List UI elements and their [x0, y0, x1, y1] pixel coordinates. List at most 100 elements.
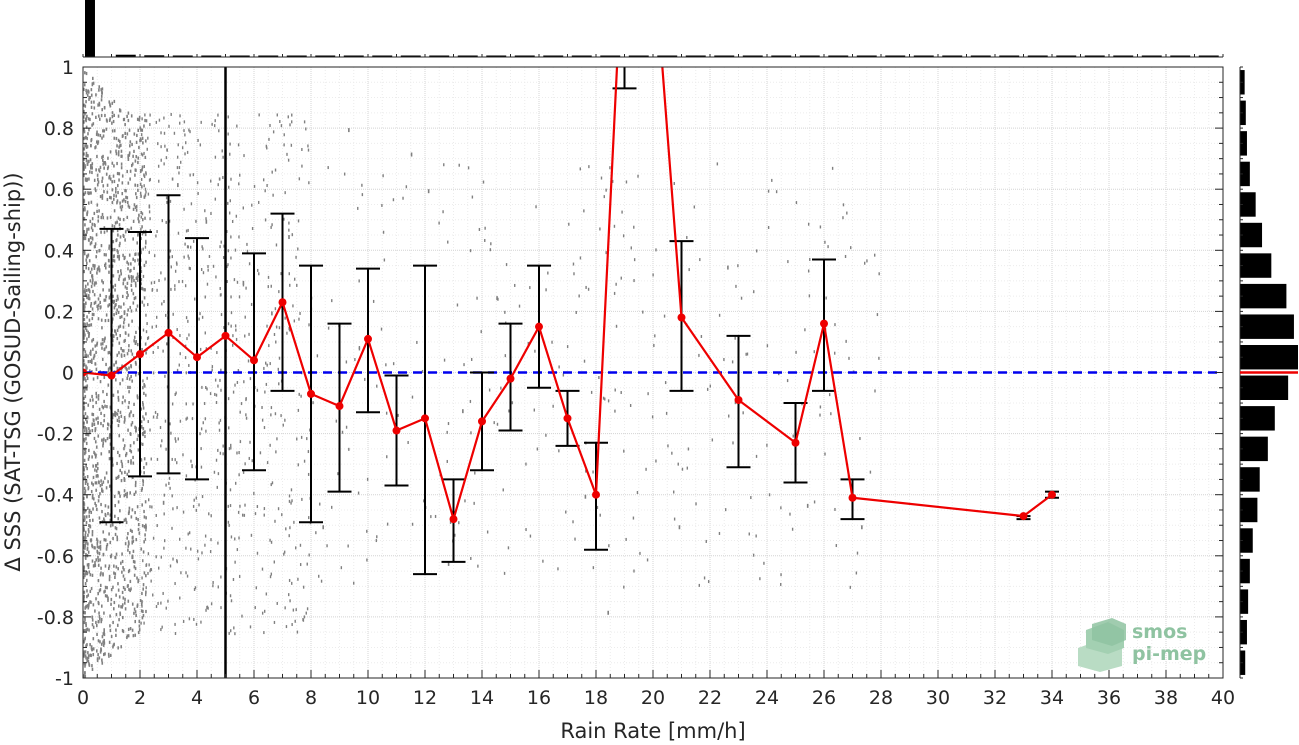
scatter-point: [145, 564, 147, 568]
scatter-point: [112, 645, 114, 649]
scatter-point: [113, 99, 116, 104]
scatter-point: [140, 237, 142, 241]
scatter-point: [230, 311, 233, 315]
scatter-point: [95, 400, 97, 405]
scatter-point: [288, 578, 291, 582]
scatter-point: [101, 326, 103, 330]
scatter-point: [135, 426, 137, 430]
scatter-point: [632, 516, 635, 520]
scatter-point: [84, 293, 87, 297]
scatter-point: [687, 447, 690, 451]
scatter-point: [253, 491, 255, 495]
scatter-point: [86, 295, 88, 300]
scatter-point: [102, 444, 104, 448]
scatter-point: [382, 230, 385, 234]
scatter-point: [119, 509, 121, 513]
scatter-point: [141, 591, 143, 596]
scatter-point: [132, 219, 135, 223]
scatter-point: [116, 294, 119, 298]
scatter-point: [174, 284, 176, 288]
scatter-point: [484, 238, 486, 242]
scatter-point: [94, 468, 96, 472]
scatter-point: [116, 412, 119, 416]
scatter-point: [755, 454, 758, 458]
scatter-point: [140, 227, 142, 231]
scatter-point: [95, 464, 97, 468]
scatter-point: [122, 233, 125, 238]
scatter-point: [119, 201, 121, 205]
scatter-point: [112, 285, 114, 289]
scatter-point: [85, 145, 88, 149]
scatter-point: [121, 192, 124, 196]
scatter-point: [488, 388, 491, 392]
scatter-point: [98, 545, 100, 550]
scatter-point: [93, 422, 96, 426]
scatter-point: [97, 499, 100, 503]
scatter-point: [663, 314, 666, 318]
scatter-point: [126, 200, 129, 205]
scatter-point: [804, 328, 806, 332]
scatter-point: [126, 169, 129, 174]
scatter-point: [89, 349, 92, 353]
scatter-point: [171, 457, 173, 461]
scatter-point: [705, 539, 707, 543]
scatter-point: [83, 336, 85, 340]
scatter-point: [137, 630, 140, 635]
scatter-point: [186, 337, 188, 341]
scatter-point: [90, 100, 93, 104]
scatter-point: [256, 505, 259, 509]
scatter-point: [222, 452, 224, 456]
scatter-point: [230, 629, 232, 633]
scatter-point: [850, 246, 852, 250]
scatter-point: [214, 378, 217, 382]
scatter-point: [585, 469, 587, 473]
scatter-point: [272, 193, 274, 197]
scatter-point: [96, 541, 99, 545]
scatter-point: [83, 333, 85, 337]
scatter-point: [300, 394, 302, 398]
scatter-point: [128, 390, 130, 394]
scatter-point: [306, 562, 308, 566]
scatter-point: [165, 606, 167, 610]
scatter-point: [709, 384, 711, 388]
scatter-point: [88, 310, 90, 314]
scatter-point: [116, 535, 119, 539]
scatter-point: [91, 573, 94, 577]
scatter-point: [106, 405, 108, 409]
scatter-point: [138, 213, 140, 217]
scatter-point: [87, 457, 90, 461]
scatter-point: [86, 416, 89, 420]
scatter-point: [178, 166, 181, 170]
scatter-point: [215, 275, 217, 279]
scatter-point: [95, 488, 97, 492]
scatter-point: [160, 628, 162, 632]
scatter-point: [102, 640, 104, 644]
scatter-point: [145, 516, 147, 520]
scatter-point: [84, 611, 86, 615]
scatter-point: [111, 161, 114, 165]
scatter-point: [86, 337, 88, 341]
scatter-point: [102, 530, 105, 534]
scatter-point: [195, 622, 198, 626]
scatter-point: [144, 113, 146, 117]
scatter-point: [111, 101, 114, 105]
scatter-point: [96, 183, 99, 187]
scatter-point: [95, 115, 97, 119]
scatter-point: [118, 419, 121, 423]
scatter-point: [110, 553, 113, 557]
scatter-point: [135, 208, 138, 212]
scatter-point: [112, 446, 115, 450]
scatter-point: [101, 90, 103, 95]
scatter-point: [145, 393, 147, 397]
scatter-point: [89, 524, 91, 528]
scatter-point: [94, 561, 96, 565]
scatter-point: [96, 271, 98, 275]
scatter-point: [117, 390, 119, 394]
scatter-point: [228, 211, 231, 215]
scatter-point: [119, 241, 121, 245]
scatter-point: [123, 478, 126, 482]
scatter-point: [103, 226, 106, 230]
scatter-point: [766, 443, 768, 447]
scatter-point: [750, 496, 752, 500]
scatter-point: [130, 450, 133, 454]
